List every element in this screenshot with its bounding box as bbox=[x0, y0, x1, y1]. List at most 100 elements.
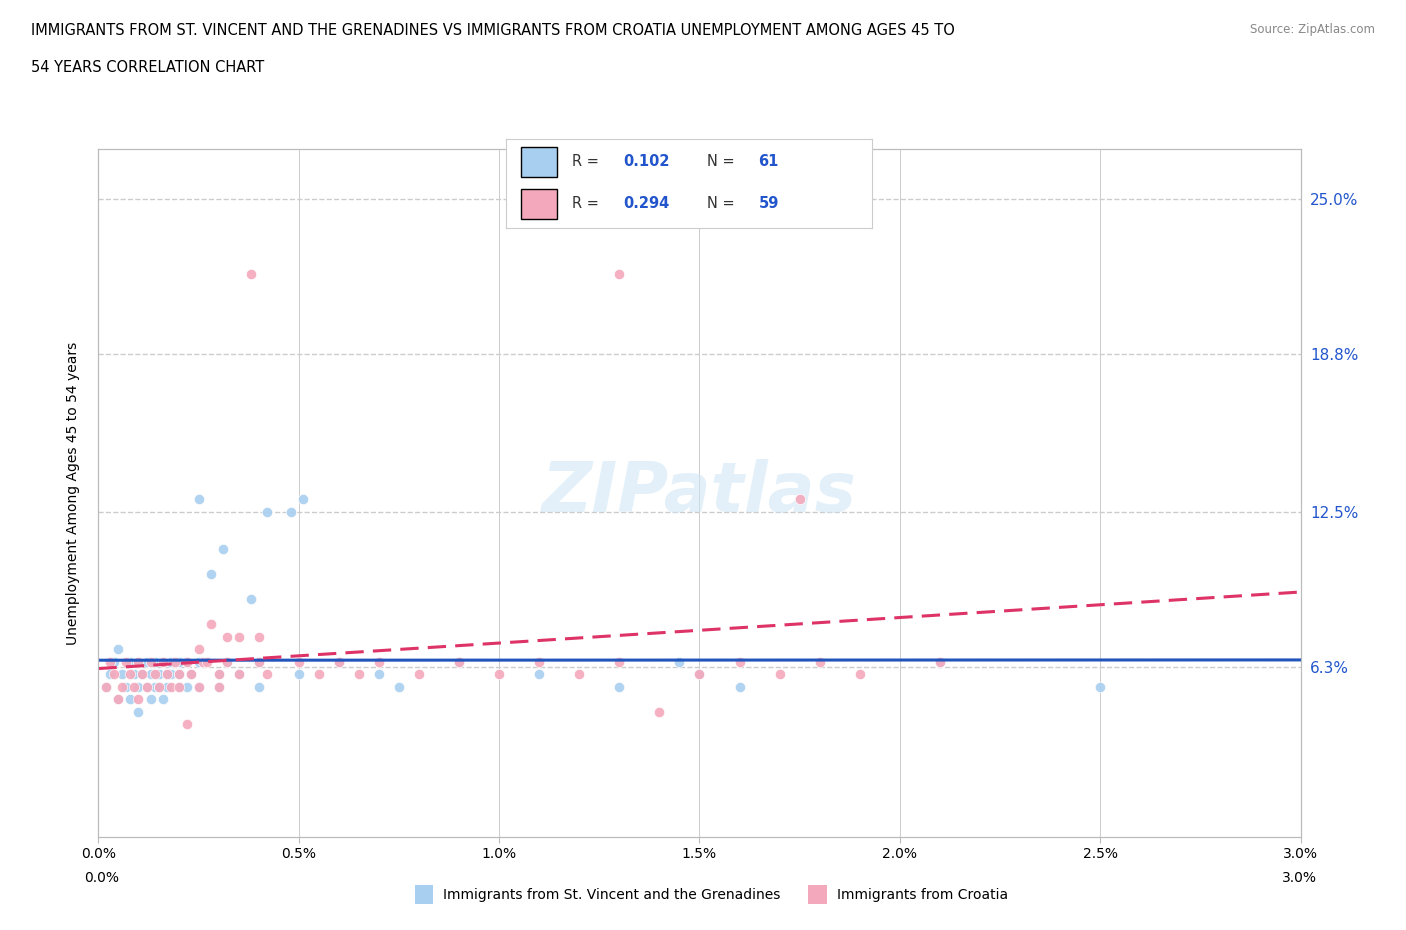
Point bbox=[107, 692, 129, 707]
Point bbox=[128, 655, 150, 670]
Point bbox=[107, 692, 129, 707]
Point bbox=[609, 655, 631, 670]
Point bbox=[789, 492, 811, 507]
Point bbox=[280, 504, 302, 519]
Text: IMMIGRANTS FROM ST. VINCENT AND THE GRENADINES VS IMMIGRANTS FROM CROATIA UNEMPL: IMMIGRANTS FROM ST. VINCENT AND THE GREN… bbox=[31, 23, 955, 38]
Point bbox=[167, 680, 190, 695]
Point bbox=[135, 680, 157, 695]
Point bbox=[689, 667, 711, 682]
Text: ZIPatlas: ZIPatlas bbox=[541, 459, 858, 526]
Point bbox=[347, 667, 370, 682]
Point bbox=[568, 667, 591, 682]
Point bbox=[368, 655, 391, 670]
Text: N =: N = bbox=[707, 154, 740, 169]
Point bbox=[247, 655, 270, 670]
Point bbox=[247, 655, 270, 670]
Point bbox=[529, 667, 551, 682]
Point bbox=[135, 655, 157, 670]
Point bbox=[167, 655, 190, 670]
Point bbox=[1090, 680, 1112, 695]
Point bbox=[208, 680, 231, 695]
Point bbox=[107, 642, 129, 657]
Point bbox=[849, 667, 872, 682]
Point bbox=[208, 667, 231, 682]
Point bbox=[488, 667, 510, 682]
Point bbox=[728, 655, 751, 670]
Point bbox=[155, 667, 177, 682]
Point bbox=[96, 680, 118, 695]
Text: 54 YEARS CORRELATION CHART: 54 YEARS CORRELATION CHART bbox=[31, 60, 264, 75]
Point bbox=[228, 667, 250, 682]
Point bbox=[609, 680, 631, 695]
Text: 0.102: 0.102 bbox=[623, 154, 669, 169]
Point bbox=[163, 655, 186, 670]
Point bbox=[239, 267, 262, 282]
Point bbox=[215, 655, 238, 670]
Point bbox=[167, 667, 190, 682]
Point bbox=[148, 680, 170, 695]
Point bbox=[143, 680, 166, 695]
Point bbox=[159, 680, 181, 695]
Text: 0.0%: 0.0% bbox=[84, 871, 118, 885]
Point bbox=[159, 667, 181, 682]
Point bbox=[256, 667, 278, 682]
Point bbox=[135, 680, 157, 695]
Point bbox=[408, 667, 430, 682]
Point bbox=[120, 667, 142, 682]
Point bbox=[200, 566, 222, 581]
Point bbox=[195, 655, 218, 670]
Point bbox=[128, 680, 150, 695]
Text: 0.294: 0.294 bbox=[623, 195, 669, 210]
Point bbox=[143, 667, 166, 682]
Point bbox=[447, 655, 470, 670]
Point bbox=[929, 655, 952, 670]
Point bbox=[96, 680, 118, 695]
Point bbox=[291, 492, 314, 507]
Point bbox=[131, 667, 153, 682]
Point bbox=[648, 704, 671, 719]
Point bbox=[215, 630, 238, 644]
Point bbox=[155, 667, 177, 682]
Point bbox=[187, 492, 209, 507]
FancyBboxPatch shape bbox=[520, 189, 557, 219]
Point bbox=[139, 655, 162, 670]
Point bbox=[115, 655, 138, 670]
Point bbox=[180, 667, 202, 682]
Point bbox=[247, 680, 270, 695]
Point bbox=[228, 667, 250, 682]
Point bbox=[808, 655, 831, 670]
Point bbox=[191, 655, 214, 670]
Point bbox=[148, 680, 170, 695]
Point bbox=[103, 667, 125, 682]
Point bbox=[228, 630, 250, 644]
Point bbox=[187, 680, 209, 695]
Point bbox=[131, 667, 153, 682]
Point bbox=[328, 655, 350, 670]
Text: N =: N = bbox=[707, 195, 740, 210]
Point bbox=[208, 680, 231, 695]
Point bbox=[247, 630, 270, 644]
Point bbox=[159, 655, 181, 670]
Point bbox=[143, 655, 166, 670]
Point bbox=[124, 680, 146, 695]
Text: Immigrants from St. Vincent and the Grenadines: Immigrants from St. Vincent and the Gren… bbox=[443, 887, 780, 902]
Point bbox=[176, 717, 198, 732]
Point bbox=[115, 680, 138, 695]
Point bbox=[368, 667, 391, 682]
Point bbox=[124, 667, 146, 682]
Point bbox=[152, 655, 174, 670]
Point bbox=[668, 655, 690, 670]
Point bbox=[148, 667, 170, 682]
Point bbox=[128, 655, 150, 670]
Point bbox=[200, 617, 222, 631]
Point bbox=[139, 692, 162, 707]
Point bbox=[111, 680, 134, 695]
Point bbox=[176, 680, 198, 695]
Point bbox=[187, 642, 209, 657]
Point bbox=[689, 667, 711, 682]
Point bbox=[288, 667, 311, 682]
Point bbox=[152, 655, 174, 670]
Point bbox=[288, 655, 311, 670]
Point bbox=[167, 680, 190, 695]
Point bbox=[100, 655, 122, 670]
